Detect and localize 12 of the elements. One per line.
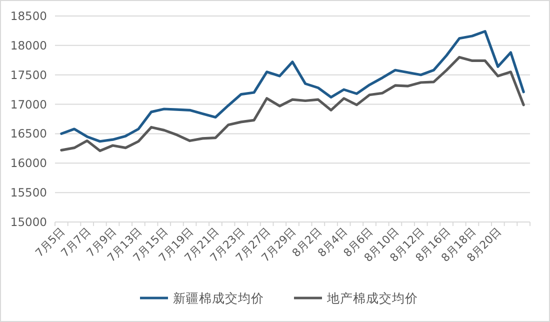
y-tick-label: 18500 [10, 9, 47, 23]
line-series [60, 30, 525, 143]
y-tick-label: 18000 [10, 38, 47, 52]
legend-label: 新疆棉成交均价 [173, 290, 264, 306]
y-tick-label: 17000 [10, 97, 47, 112]
legend-label: 地产棉成交均价 [326, 290, 418, 306]
y-tick-label: 16000 [10, 156, 47, 170]
y-tick-label: 15000 [10, 215, 47, 229]
line-series [60, 56, 525, 152]
y-tick-label: 15500 [10, 186, 47, 200]
y-tick-label: 16500 [10, 126, 47, 141]
y-tick-label: 17500 [10, 68, 47, 82]
